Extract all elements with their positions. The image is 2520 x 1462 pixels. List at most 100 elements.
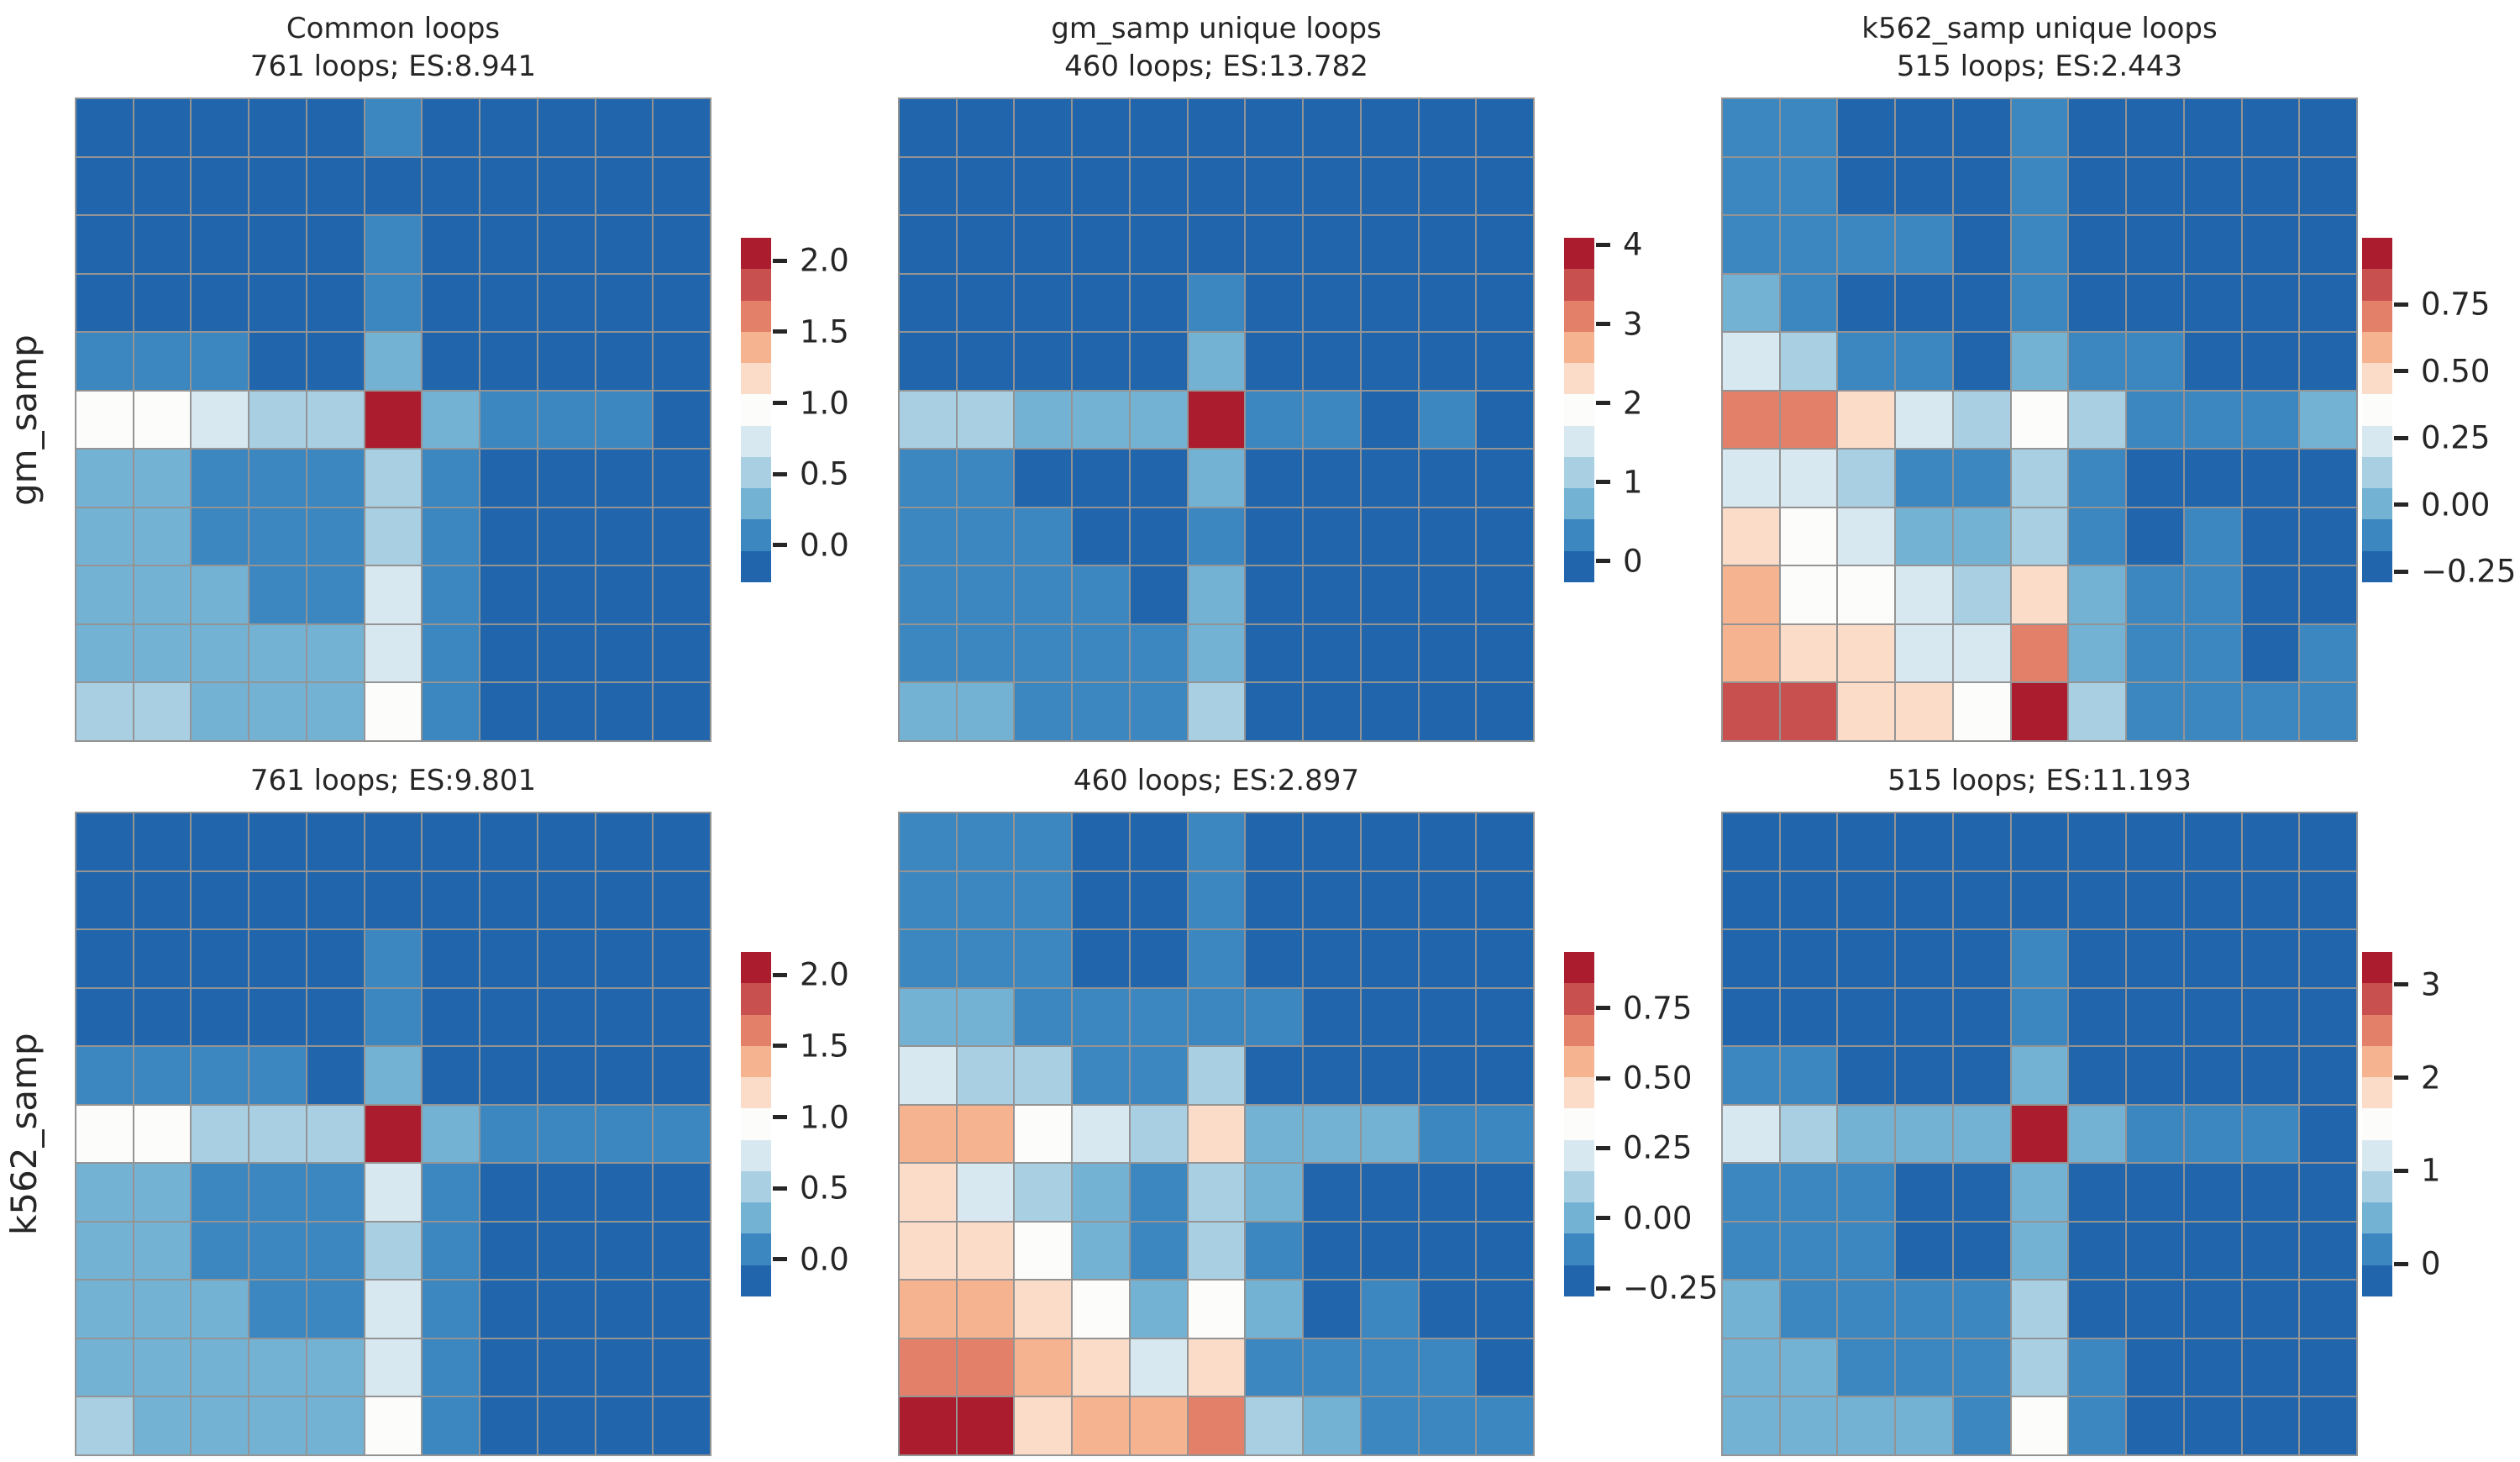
heatmap-cell — [76, 988, 133, 1046]
heatmap-cell — [1304, 1164, 1360, 1221]
heatmap-cell — [76, 507, 133, 565]
heatmap-cell — [1130, 1164, 1187, 1221]
colorbar-tick — [1596, 1075, 1610, 1081]
heatmap-cell — [1477, 1397, 1533, 1454]
heatmap-cell — [480, 274, 537, 332]
colorbar-tick-label: 4 — [1623, 226, 1643, 263]
heatmap-cell — [76, 450, 133, 507]
heatmap-cell — [1838, 1338, 1895, 1396]
heatmap-cell — [2011, 450, 2068, 507]
colorbar-band — [1564, 238, 1594, 270]
heatmap-cell — [249, 507, 306, 565]
colorbar-band — [741, 1077, 771, 1109]
heatmap-cell — [76, 157, 133, 215]
heatmap-cell — [1953, 391, 2010, 449]
heatmap-cell — [2069, 391, 2126, 449]
colorbar-tick — [1596, 401, 1610, 406]
heatmap-cell — [423, 624, 480, 682]
heatmap-cell — [1896, 216, 1952, 273]
heatmap-cell — [480, 1222, 537, 1280]
heatmap-cell — [654, 216, 710, 273]
heatmap-cell — [2300, 1338, 2356, 1396]
heatmap-cell — [596, 1222, 653, 1280]
heatmap-cell — [2127, 216, 2183, 273]
heatmap-cell — [365, 871, 422, 929]
heatmap-cell — [538, 1222, 595, 1280]
colorbar-tick-label: 0 — [2421, 1245, 2441, 1282]
heatmap-cell — [596, 157, 653, 215]
heatmap-cell — [2300, 157, 2356, 215]
heatmap-cell — [1780, 157, 1837, 215]
heatmap-cell — [1130, 871, 1187, 929]
heatmap-cell — [1780, 1397, 1837, 1454]
heatmap-cell — [2011, 99, 2068, 156]
heatmap-cell — [1780, 391, 1837, 449]
heatmap-grid — [898, 97, 1535, 742]
colorbar — [1564, 952, 1594, 1296]
heatmap-cell — [1723, 274, 1779, 332]
colorbar-tick-label: 0.50 — [1623, 1060, 1693, 1096]
heatmap-cell — [957, 1222, 1014, 1280]
heatmap-cell — [2184, 391, 2241, 449]
heatmap-cell — [1073, 1164, 1129, 1221]
heatmap-cell — [134, 1397, 191, 1454]
heatmap-cell — [1780, 988, 1837, 1046]
heatmap-cell — [2242, 624, 2299, 682]
colorbar-tick-label: 2.0 — [800, 242, 849, 279]
heatmap-cell — [2069, 871, 2126, 929]
heatmap-cell — [1838, 1047, 1895, 1104]
heatmap-cell — [76, 1047, 133, 1104]
heatmap-cell — [192, 1164, 249, 1221]
heatmap-cell — [2011, 1047, 2068, 1104]
heatmap-cell — [1130, 507, 1187, 565]
heatmap-cell — [1361, 930, 1418, 987]
colorbar-tick — [773, 972, 787, 977]
heatmap-cell — [192, 333, 249, 390]
heatmap-cell — [1246, 391, 1303, 449]
heatmap-cell — [134, 1338, 191, 1396]
colorbar-band — [2362, 488, 2392, 520]
heatmap-cell — [1304, 333, 1360, 390]
heatmap-cell — [1188, 1105, 1245, 1163]
panel-title-line2: 515 loops; ES:2.443 — [1896, 50, 2183, 83]
heatmap-cell — [900, 333, 956, 390]
heatmap-cell — [1477, 507, 1533, 565]
heatmap-cell — [2011, 1105, 2068, 1163]
heatmap-cell — [654, 1338, 710, 1396]
heatmap-cell — [2011, 274, 2068, 332]
heatmap-cell — [538, 1338, 595, 1396]
heatmap-grid — [1721, 812, 2358, 1456]
heatmap-cell — [192, 1281, 249, 1338]
heatmap-cell — [249, 813, 306, 870]
heatmap-cell — [249, 216, 306, 273]
colorbar-band — [741, 1014, 771, 1046]
heatmap-cell — [307, 333, 364, 390]
colorbar-tick-label: 1.5 — [800, 1028, 849, 1065]
heatmap-cell — [1896, 274, 1952, 332]
heatmap-cell — [1953, 683, 2010, 740]
panel-title-line2: 460 loops; ES:13.782 — [1064, 50, 1368, 83]
colorbar-band — [1564, 983, 1594, 1015]
heatmap-cell — [480, 624, 537, 682]
heatmap-cell — [1246, 157, 1303, 215]
heatmap-cell — [2184, 566, 2241, 623]
heatmap-cell — [1896, 683, 1952, 740]
heatmap-cell — [1188, 1281, 1245, 1338]
heatmap-cell — [654, 1164, 710, 1221]
heatmap-cell — [538, 216, 595, 273]
colorbar-band — [2362, 1265, 2392, 1296]
heatmap-cell — [900, 566, 956, 623]
heatmap-cell — [1361, 1281, 1418, 1338]
heatmap-cell — [2011, 683, 2068, 740]
heatmap-cell — [1419, 450, 1476, 507]
heatmap-cell — [1130, 157, 1187, 215]
heatmap-cell — [596, 333, 653, 390]
heatmap-cell — [2300, 1281, 2356, 1338]
heatmap-cell — [192, 1338, 249, 1396]
heatmap-cell — [249, 988, 306, 1046]
heatmap-cell — [1304, 99, 1360, 156]
heatmap-cell — [1419, 1338, 1476, 1396]
heatmap-cell — [1780, 683, 1837, 740]
heatmap-cell — [307, 216, 364, 273]
heatmap-cell — [957, 930, 1014, 987]
